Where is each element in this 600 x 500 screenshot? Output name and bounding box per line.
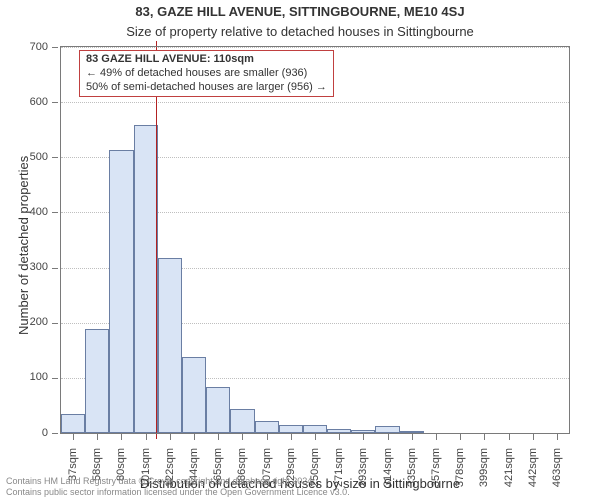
histogram-bar (303, 425, 327, 433)
x-tick (97, 434, 98, 440)
info-box-line2: ← 49% of detached houses are smaller (93… (86, 67, 327, 81)
y-tick-label: 200 (0, 316, 48, 328)
histogram-bar (134, 125, 158, 433)
histogram-bar (158, 258, 182, 433)
x-tick (533, 434, 534, 440)
chart-container: 83, GAZE HILL AVENUE, SITTINGBOURNE, ME1… (0, 0, 600, 500)
histogram-bar (375, 426, 399, 433)
histogram-bar (230, 409, 254, 433)
info-box: 83 GAZE HILL AVENUE: 110sqm ← 49% of det… (79, 50, 334, 97)
y-tick (52, 433, 58, 434)
marker-tick-top (156, 41, 157, 46)
marker-line (156, 47, 157, 433)
y-tick (52, 157, 58, 158)
y-tick (52, 212, 58, 213)
histogram-bar (109, 150, 133, 433)
histogram-bar (327, 429, 351, 433)
x-tick (267, 434, 268, 440)
x-tick (218, 434, 219, 440)
x-tick (436, 434, 437, 440)
histogram-bar (61, 414, 85, 433)
x-tick (339, 434, 340, 440)
y-tick-label: 0 (0, 427, 48, 439)
histogram-bar (255, 421, 279, 433)
x-tick (194, 434, 195, 440)
histogram-bar (206, 387, 230, 433)
y-tick (52, 47, 58, 48)
y-tick-label: 500 (0, 151, 48, 163)
footer-line1: Contains HM Land Registry data © Crown c… (6, 476, 350, 487)
x-tick (460, 434, 461, 440)
x-tick (315, 434, 316, 440)
histogram-bar (400, 431, 424, 433)
y-tick-label: 400 (0, 206, 48, 218)
y-tick (52, 268, 58, 269)
gridline (61, 47, 569, 48)
gridline (61, 102, 569, 103)
y-tick-label: 300 (0, 261, 48, 273)
histogram-bar (182, 357, 206, 433)
x-tick (509, 434, 510, 440)
x-tick (242, 434, 243, 440)
histogram-bar (351, 430, 375, 433)
y-tick-label: 600 (0, 96, 48, 108)
x-tick (388, 434, 389, 440)
y-tick-label: 100 (0, 371, 48, 383)
x-tick (412, 434, 413, 440)
footer-line2: Contains public sector information licen… (6, 487, 350, 498)
x-tick (121, 434, 122, 440)
page-subtitle: Size of property relative to detached ho… (0, 24, 600, 39)
info-box-line3: 50% of semi-detached houses are larger (… (86, 81, 327, 95)
plot-area (60, 46, 570, 434)
y-axis-label: Number of detached properties (16, 156, 31, 335)
y-tick (52, 323, 58, 324)
y-tick (52, 102, 58, 103)
y-tick (52, 378, 58, 379)
histogram-bar (279, 425, 303, 433)
histogram-bar (85, 329, 109, 433)
x-tick (484, 434, 485, 440)
x-tick (146, 434, 147, 440)
x-tick (363, 434, 364, 440)
x-tick (291, 434, 292, 440)
x-tick (170, 434, 171, 440)
footer-attribution: Contains HM Land Registry data © Crown c… (6, 476, 350, 498)
info-box-line1: 83 GAZE HILL AVENUE: 110sqm (86, 53, 327, 67)
x-tick (557, 434, 558, 440)
y-tick-label: 700 (0, 41, 48, 53)
x-tick (73, 434, 74, 440)
page-title: 83, GAZE HILL AVENUE, SITTINGBOURNE, ME1… (0, 4, 600, 19)
marker-tick-bottom (156, 434, 157, 439)
